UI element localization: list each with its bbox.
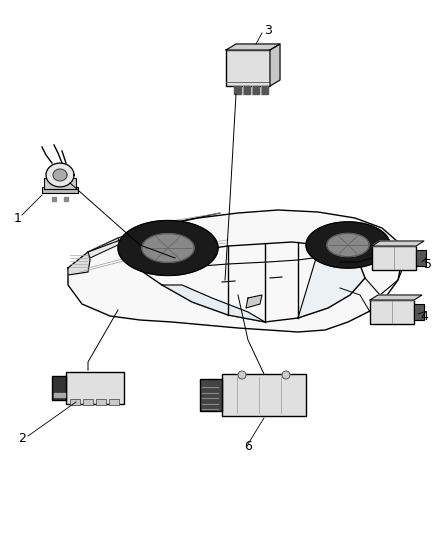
Bar [96,399,106,405]
Text: 1: 1 [14,212,22,224]
Polygon shape [64,197,68,201]
Text: 6: 6 [244,440,252,454]
Bar [52,376,66,400]
Polygon shape [306,222,390,268]
Bar [66,372,124,404]
Polygon shape [162,285,265,322]
Bar [200,379,222,411]
Polygon shape [53,169,67,181]
Polygon shape [270,44,280,86]
Bar [372,246,416,270]
Bar [44,178,76,189]
Text: 2: 2 [18,432,26,445]
Polygon shape [252,86,259,94]
Polygon shape [246,295,262,308]
Polygon shape [62,393,65,397]
Polygon shape [46,163,74,187]
Polygon shape [243,86,250,94]
Bar [226,50,270,86]
Polygon shape [54,393,57,397]
Bar [109,399,119,405]
Polygon shape [142,233,194,262]
Polygon shape [261,86,268,94]
Polygon shape [52,197,56,201]
Bar [70,399,80,405]
Polygon shape [226,44,280,50]
Polygon shape [88,238,120,258]
Bar [370,300,414,324]
Polygon shape [68,210,402,332]
Text: 5: 5 [424,257,432,271]
Polygon shape [298,245,365,318]
Circle shape [238,371,246,379]
Polygon shape [140,242,365,322]
Bar [222,374,306,416]
Polygon shape [370,295,422,300]
Bar [414,304,424,320]
Circle shape [282,371,290,379]
Polygon shape [58,393,61,397]
Polygon shape [68,252,90,275]
Bar [83,399,93,405]
Text: 3: 3 [264,23,272,36]
Bar [42,187,78,193]
Polygon shape [118,221,218,276]
Polygon shape [234,86,241,94]
Polygon shape [327,233,369,256]
Bar [416,250,426,266]
Polygon shape [372,241,424,246]
Text: 4: 4 [420,310,428,322]
